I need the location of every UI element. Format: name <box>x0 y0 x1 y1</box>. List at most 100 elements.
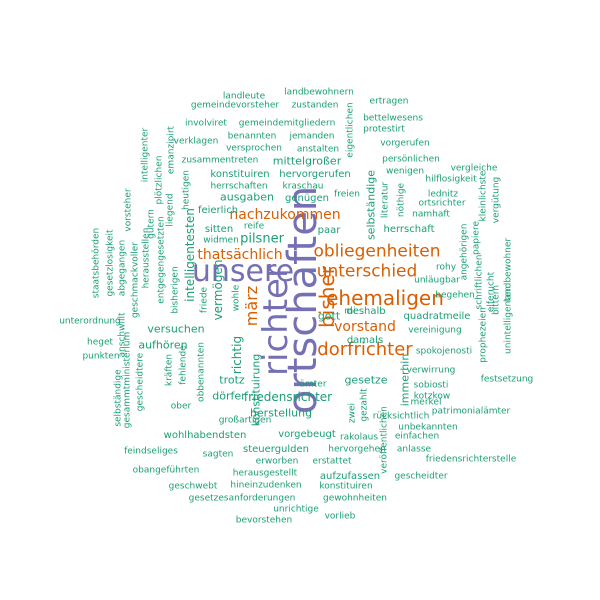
word: selbständige <box>113 369 124 427</box>
word: gewohnheiten <box>322 493 388 504</box>
word: geschwebt <box>168 481 218 492</box>
word: zwei <box>347 402 358 424</box>
word: abgegangen <box>117 239 128 297</box>
word: gescheidter <box>394 471 448 482</box>
word: sagten <box>202 449 234 460</box>
word: thatsächlich <box>197 247 283 263</box>
word: feindseliges <box>124 446 178 457</box>
word: protestirt <box>363 124 405 135</box>
word: fehlende <box>178 345 189 385</box>
word: vergütung <box>491 176 502 224</box>
word: unläugbar <box>414 275 460 286</box>
word: persönlichen <box>382 154 440 165</box>
word: obliegenheiten <box>313 241 441 262</box>
word: ausgaben <box>220 190 274 204</box>
word: aufhören <box>138 338 188 352</box>
word: heutigen <box>181 170 192 210</box>
word: einfachen <box>394 431 440 442</box>
word: heget <box>86 337 114 348</box>
word: steuergulden <box>242 444 310 455</box>
word: verklagen <box>173 136 219 147</box>
word: ehemaligen <box>326 286 444 310</box>
word: zustanden <box>291 100 339 111</box>
word: entgegengesetzten <box>156 216 167 304</box>
word: zusammentreten <box>181 155 259 166</box>
word: großartigen <box>218 415 272 426</box>
word: richtig <box>230 335 244 375</box>
word: unbekannten <box>398 422 458 433</box>
word: landleute <box>222 91 266 102</box>
word: widmen <box>203 235 239 246</box>
word: jemanden <box>289 131 335 142</box>
word: unintelligenten <box>503 286 514 354</box>
word: feierlich <box>197 205 239 216</box>
word: literatur <box>380 181 391 219</box>
word: trotz <box>219 373 245 387</box>
word: gescheidtere <box>135 352 146 412</box>
word: friedensrichter <box>243 390 333 404</box>
word: kleinlichste <box>478 170 489 222</box>
word: konstituiren <box>210 169 270 180</box>
word: mittelgroßer <box>272 154 342 168</box>
word: quadratmeile <box>403 311 471 322</box>
word: hilflosigkeit <box>425 174 477 185</box>
word: dörfer <box>212 389 246 403</box>
word: märz <box>242 285 261 327</box>
word: kräften <box>164 353 175 387</box>
word: anschwillt <box>117 312 128 358</box>
word: landbewohnern <box>284 87 354 98</box>
word: veröffentlichen <box>379 406 390 474</box>
word: erworben <box>255 456 299 467</box>
word: selbständige <box>364 169 378 241</box>
word: kotzkow <box>413 391 451 402</box>
word: vorgebeugt <box>278 429 336 440</box>
word: rakolaus <box>339 432 379 443</box>
word: herstellung <box>249 406 313 420</box>
word: genügen <box>284 193 330 204</box>
word: involviret <box>185 118 227 129</box>
word: merkel <box>410 397 442 408</box>
word: kraschau <box>282 181 324 192</box>
word: nachzukommen <box>229 207 341 223</box>
word: staatsbehörden <box>91 227 102 299</box>
word: vorgerufen <box>380 138 430 149</box>
word: gemeindemitgliedern <box>238 118 336 129</box>
word: geschmackvoller <box>130 241 141 319</box>
word: spokojenosti <box>415 346 473 357</box>
word: ertragen <box>369 96 409 107</box>
word: schriftlichen <box>474 254 485 310</box>
word: intelligenter <box>140 127 151 183</box>
word: gesetze <box>344 373 388 387</box>
word: namhaft <box>412 209 450 220</box>
word: gemeindevorsteher <box>190 100 280 111</box>
word: vorsteher <box>123 188 134 232</box>
word: obbenannten <box>196 342 207 402</box>
word: vorstand <box>334 319 396 335</box>
word: patrimonialämter <box>431 406 511 417</box>
word: hineinzudenken <box>230 480 302 491</box>
word: bisherigen <box>170 266 181 314</box>
word: freien <box>334 189 360 200</box>
word: punkten <box>82 351 120 362</box>
word: deshalb <box>346 306 386 317</box>
word: unterordnung <box>59 316 121 327</box>
word: immerhin <box>398 353 412 407</box>
word: hervorgerufen <box>279 169 351 180</box>
word: gesetzlosigkeit <box>105 229 116 297</box>
word: begehen <box>435 290 475 301</box>
word: gott <box>317 309 341 323</box>
word: reife <box>243 221 265 232</box>
word: sobiosti <box>413 380 449 391</box>
word: hervorgehen <box>328 444 386 455</box>
word: angehörigen <box>459 223 470 281</box>
word: emanzipirt <box>166 125 177 175</box>
word: versuchen <box>147 322 205 336</box>
word: rücksichtlich <box>372 411 430 422</box>
word: unterschied <box>316 261 418 282</box>
word: papiere <box>471 220 482 256</box>
word: paar <box>317 225 341 236</box>
word: anlasse <box>396 444 432 455</box>
word: rohy <box>435 262 457 273</box>
word: dorfrichter <box>317 339 413 360</box>
